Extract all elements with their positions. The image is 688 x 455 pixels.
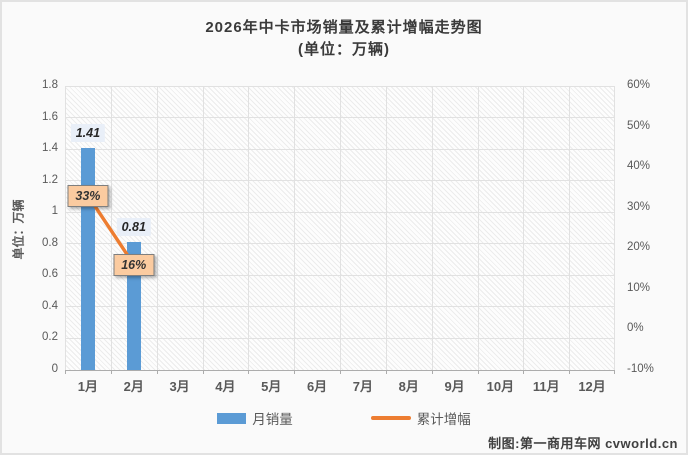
- x-axis-label: 10月: [486, 379, 515, 394]
- x-axis-tick-mark: [248, 370, 250, 374]
- x-axis-label: 11月: [532, 379, 560, 394]
- left-axis-tick: 0.8: [42, 236, 58, 249]
- right-axis-tick: -10%: [627, 363, 654, 375]
- plot-area: 1.41 0.81 33% 16%: [65, 85, 615, 374]
- legend-item-monthly-sales: 月销量: [217, 408, 293, 428]
- v-gridline: [569, 86, 571, 370]
- right-axis-tick: 60%: [627, 79, 651, 91]
- x-axis-tick-mark: [202, 370, 204, 374]
- x-axis-tick-mark: [614, 370, 615, 374]
- x-axis-label: 2月: [123, 379, 144, 394]
- left-axis-title: 单位：万辆: [11, 199, 26, 260]
- legend-label-cumulative-growth: 累计增幅: [416, 412, 471, 427]
- x-axis-label: 8月: [398, 379, 419, 394]
- watermark: 制图:第一商用车网 cvworld.cn: [488, 436, 678, 451]
- bar-value-label: 0.81: [116, 218, 151, 237]
- x-axis-label: 7月: [352, 379, 374, 394]
- bar-value-label: 1.41: [70, 123, 106, 142]
- left-axis-tick: 0.6: [42, 268, 58, 281]
- right-axis-tick: 20%: [627, 241, 651, 254]
- v-gridline: [385, 86, 387, 370]
- legend-item-cumulative-growth: 累计增幅: [370, 408, 471, 428]
- x-axis-tick-mark: [110, 370, 112, 374]
- x-axis-tick-mark: [340, 370, 341, 374]
- x-axis-tick-mark: [569, 370, 571, 374]
- v-gridline: [65, 86, 66, 370]
- chart-subtitle: (单位：万辆): [298, 41, 390, 58]
- legend-label-monthly-sales: 月销量: [252, 412, 293, 427]
- v-gridline: [202, 86, 204, 370]
- growth-pct-label: 33%: [67, 184, 109, 207]
- x-axis-tick-mark: [431, 370, 433, 374]
- left-axis-tick: 1: [51, 205, 58, 218]
- x-axis-tick-mark: [477, 370, 479, 374]
- v-gridline: [294, 86, 296, 370]
- right-axis-tick: 30%: [627, 200, 651, 213]
- right-axis-tick: 0%: [627, 322, 644, 335]
- bar-series-swatch: [217, 412, 247, 424]
- legend: 月销量 累计增幅: [2, 408, 686, 428]
- v-gridline: [614, 86, 615, 370]
- x-axis-label: 4月: [215, 379, 236, 394]
- left-axis-tick: 1.6: [42, 110, 58, 123]
- v-gridline: [248, 86, 250, 370]
- x-axis-tick-mark: [65, 370, 66, 374]
- v-gridline: [477, 86, 479, 370]
- x-axis-label: 6月: [306, 379, 328, 394]
- v-gridline: [431, 86, 433, 370]
- x-axis-tick-mark: [385, 370, 387, 374]
- left-axis-tick: 1.8: [42, 79, 58, 91]
- x-axis-label: 3月: [169, 379, 190, 394]
- right-axis-tick: 50%: [627, 119, 651, 132]
- v-gridline: [340, 86, 341, 370]
- right-axis-tick: 40%: [627, 160, 651, 173]
- x-axis-label: 1月: [77, 379, 99, 394]
- x-axis-label: 12月: [578, 379, 606, 394]
- growth-line: [86, 193, 136, 267]
- x-axis-tick-mark: [156, 370, 158, 374]
- left-axis-tick: 0.2: [42, 331, 58, 344]
- v-gridline: [156, 86, 158, 370]
- left-axis-tick: 0.4: [42, 299, 58, 312]
- x-axis-label: 9月: [444, 379, 465, 394]
- left-axis-tick: 1.4: [42, 142, 58, 155]
- growth-pct-label: 16%: [113, 253, 155, 276]
- v-gridline: [523, 86, 525, 370]
- left-axis-tick: 0: [51, 363, 58, 375]
- x-axis-label: 5月: [261, 379, 282, 394]
- left-axis-tick: 1.2: [42, 173, 58, 186]
- chart-title: 2026年中卡市场销量及累计增幅走势图: [205, 19, 483, 36]
- right-axis-tick: 10%: [627, 281, 651, 294]
- line-series-swatch: [370, 416, 411, 420]
- x-axis-tick-mark: [523, 370, 525, 374]
- x-axis-tick-mark: [294, 370, 296, 374]
